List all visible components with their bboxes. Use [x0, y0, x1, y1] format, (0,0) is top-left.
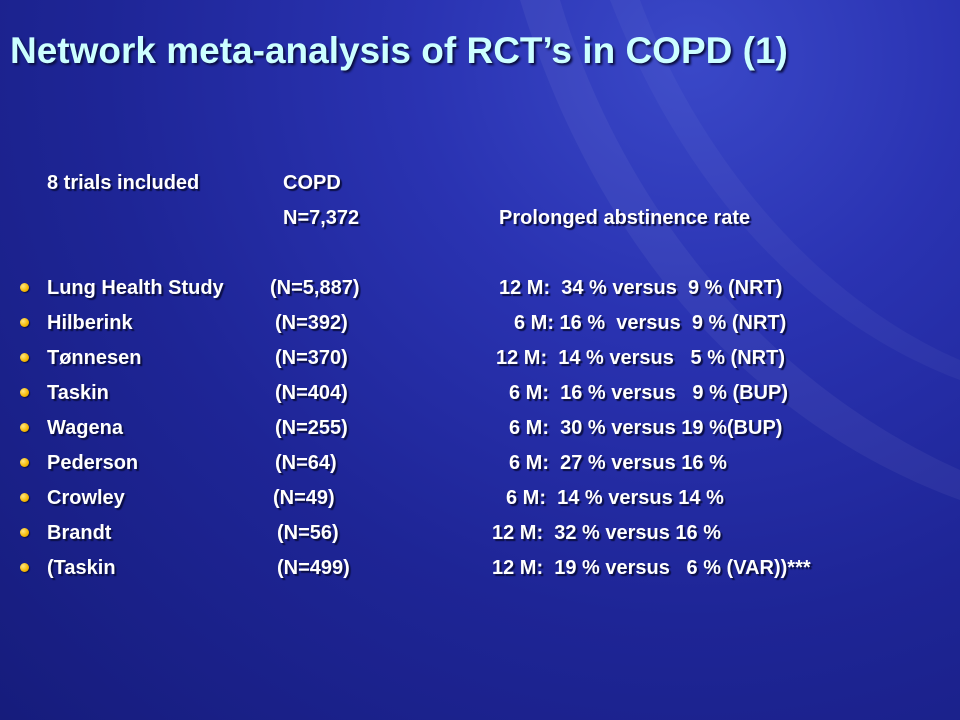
trial-result: 6 M: 27 % versus 16 %	[509, 452, 727, 474]
copd-label: COPD	[283, 172, 341, 194]
bullet-icon	[20, 528, 29, 537]
trial-name: Hilberink	[47, 312, 133, 334]
trial-n: (N=49)	[273, 487, 335, 509]
bullet-icon	[20, 458, 29, 467]
trial-result: 6 M: 14 % versus 14 %	[506, 487, 724, 509]
trial-name: Lung Health Study	[47, 277, 224, 299]
bullet-icon	[20, 563, 29, 572]
trial-result: 12 M: 32 % versus 16 %	[492, 522, 722, 544]
abstinence-rate-header: Prolonged abstinence rate	[499, 207, 751, 229]
trial-n: (N=5,887)	[270, 277, 360, 299]
bullet-icon	[20, 283, 29, 292]
trial-name: Tønnesen	[47, 347, 142, 369]
trial-result: 12 M: 34 % versus 9 % (NRT)	[499, 277, 783, 299]
trial-n: (N=392)	[275, 312, 348, 334]
trial-n: (N=370)	[275, 347, 348, 369]
trial-n: (N=56)	[277, 522, 339, 544]
trial-result: 6 M: 16 % versus 9 % (NRT)	[514, 312, 787, 334]
bullet-icon	[20, 423, 29, 432]
trial-n: (N=499)	[277, 557, 350, 579]
trial-name: Wagena	[47, 417, 123, 439]
trial-n: (N=404)	[275, 382, 348, 404]
trial-n: (N=64)	[275, 452, 337, 474]
trials-included-label: 8 trials included	[47, 172, 200, 194]
trial-name: Crowley	[47, 487, 125, 509]
trial-name: Brandt	[47, 522, 112, 544]
bullet-icon	[20, 388, 29, 397]
trial-result: 6 M: 16 % versus 9 % (BUP)	[509, 382, 788, 404]
trial-result: 12 M: 14 % versus 5 % (NRT)	[496, 347, 785, 369]
trial-n: (N=255)	[275, 417, 348, 439]
slide-title: Network meta-analysis of RCT’s in COPD (…	[10, 30, 788, 71]
trial-name: Pederson	[47, 452, 139, 474]
trial-result: 6 M: 30 % versus 19 %(BUP)	[509, 417, 783, 439]
total-n-label: N=7,372	[283, 207, 360, 229]
trial-result: 12 M: 19 % versus 6 % (VAR))***	[492, 557, 811, 579]
bullet-icon	[20, 353, 29, 362]
trial-name: Taskin	[47, 382, 109, 404]
bullet-icon	[20, 318, 29, 327]
bullet-icon	[20, 493, 29, 502]
trial-name: (Taskin	[47, 557, 116, 579]
